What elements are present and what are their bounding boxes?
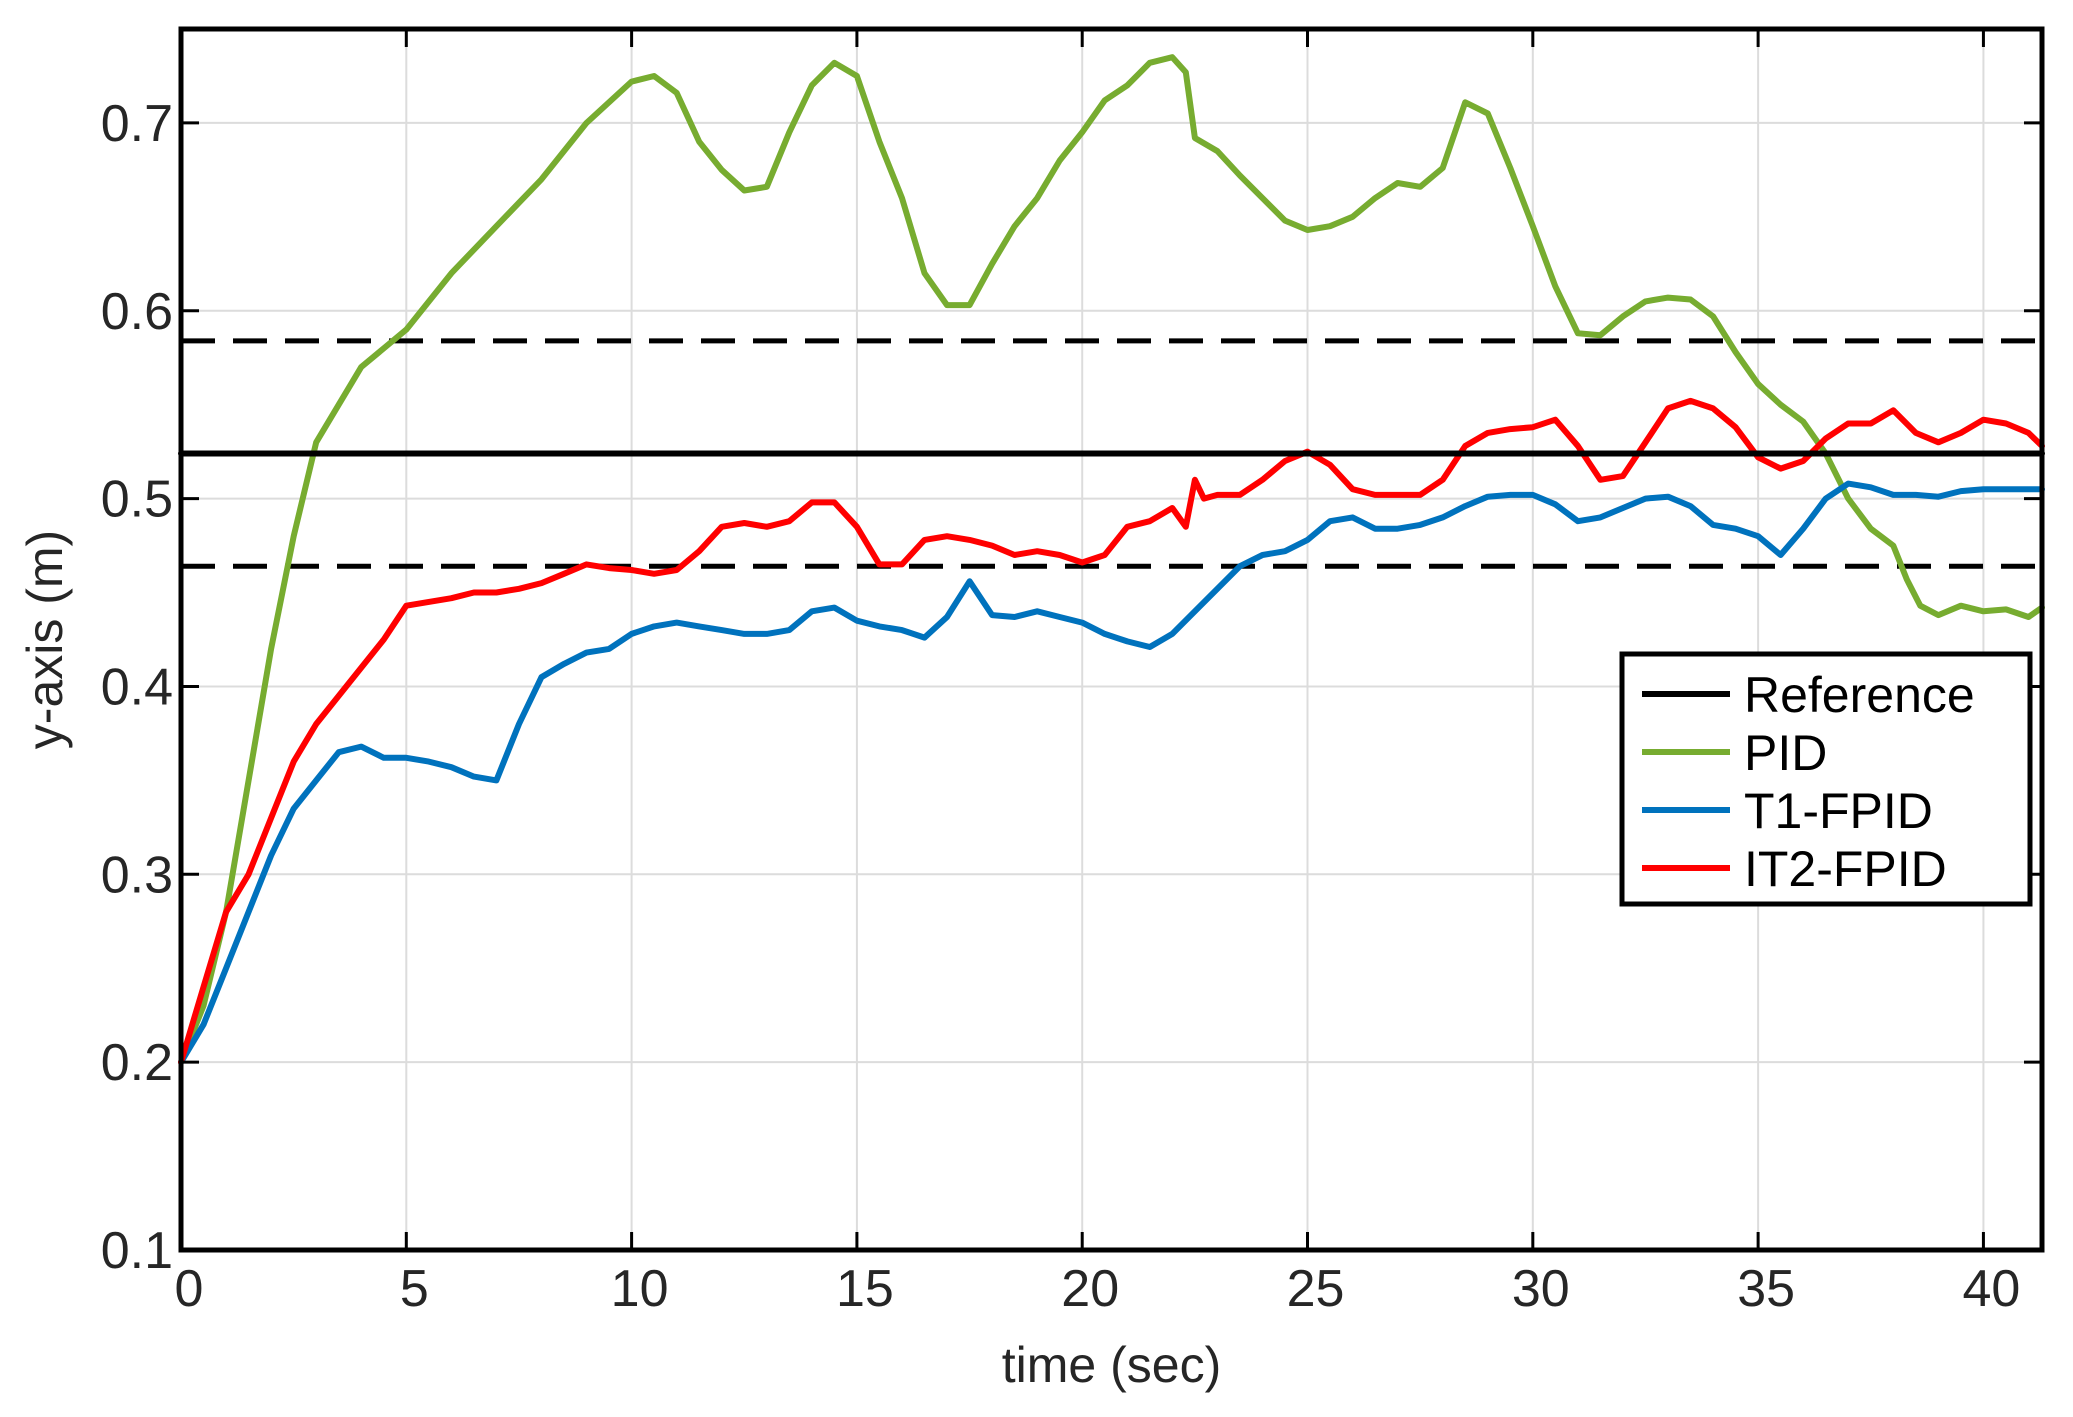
x-axis-label: time (sec): [1002, 1337, 1221, 1393]
x-tick-label: 35: [1737, 1260, 1795, 1318]
y-tick-label: 0.5: [101, 471, 173, 529]
series-line-pid: [178, 54, 2045, 1066]
y-tick-label: 0.3: [101, 846, 173, 904]
series-line-t1-fpid: [178, 480, 2045, 1066]
y-tick-label: 0.4: [101, 658, 173, 716]
series-line-it2-fpid: [178, 397, 2045, 1066]
x-tick-label: 40: [1962, 1260, 2020, 1318]
x-tick-label: 0: [175, 1260, 204, 1318]
x-tick-label: 30: [1512, 1260, 1570, 1318]
x-tick-label: 10: [611, 1260, 669, 1318]
x-tick-label: 5: [400, 1260, 429, 1318]
legend-entry-pid-label: PID: [1744, 725, 1827, 781]
y-axis-label: y-axis (m): [17, 530, 73, 749]
x-tick-label: 20: [1061, 1260, 1119, 1318]
series-lines: [178, 54, 2045, 1066]
y-tick-label: 0.7: [101, 95, 173, 153]
legend-entry-it2-fpid-label: IT2-FPID: [1744, 841, 1947, 897]
x-tick-label: 25: [1287, 1260, 1345, 1318]
axis-ticks: 0 5 10 15 20 25 30 35 40 0.1 0.2 0.3 0.4 0.5 0.6 0.7: [101, 29, 2042, 1318]
legend-entry-reference-label: Reference: [1744, 667, 1975, 723]
plot-area-frame: [178, 26, 2045, 1253]
y-tick-label: 0.1: [101, 1222, 173, 1280]
y-tick-label: 0.6: [101, 283, 173, 341]
y-tick-label: 0.2: [101, 1034, 173, 1092]
x-tick-label: 15: [836, 1260, 894, 1318]
legend-entry-t1-fpid-label: T1-FPID: [1744, 783, 1933, 839]
